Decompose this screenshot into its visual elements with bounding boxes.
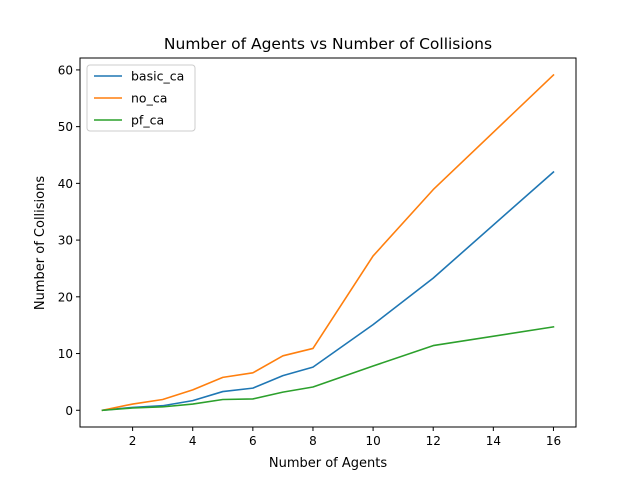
x-tick-label: 14 (486, 434, 501, 448)
x-axis-label: Number of Agents (269, 456, 387, 471)
series-line-basic_ca (101, 170, 555, 412)
x-tick-label: 10 (365, 434, 380, 448)
x-tick-label: 2 (129, 434, 137, 448)
chart-title: Number of Agents vs Number of Collisions (164, 35, 492, 53)
y-tick-label: 60 (58, 63, 73, 77)
x-tick-label: 8 (309, 434, 317, 448)
plot-area (101, 73, 555, 412)
axes-frame (79, 57, 577, 428)
x-tick-label: 4 (189, 434, 197, 448)
legend-label-basic_ca: basic_ca (131, 69, 184, 84)
legend: basic_ca no_ca pf_ca (86, 64, 196, 132)
y-axis: 0 10 20 30 40 50 60 (58, 63, 80, 418)
series-line-pf_ca (101, 325, 555, 412)
y-tick-label: 0 (65, 404, 73, 418)
x-tick-label: 6 (249, 434, 257, 448)
y-tick-label: 10 (58, 347, 73, 361)
x-tick-label: 16 (546, 434, 561, 448)
y-tick-label: 20 (58, 290, 73, 304)
y-tick-label: 50 (58, 120, 73, 134)
legend-box (86, 64, 196, 132)
x-tick-label: 12 (426, 434, 441, 448)
legend-label-no_ca: no_ca (131, 91, 167, 106)
series-line-no_ca (101, 73, 555, 412)
legend-label-pf_ca: pf_ca (131, 113, 164, 128)
y-axis-label: Number of Collisions (33, 176, 48, 310)
y-tick-label: 30 (58, 234, 73, 248)
y-tick-label: 40 (58, 177, 73, 191)
x-axis: 2 4 6 8 10 12 14 16 (129, 427, 561, 448)
